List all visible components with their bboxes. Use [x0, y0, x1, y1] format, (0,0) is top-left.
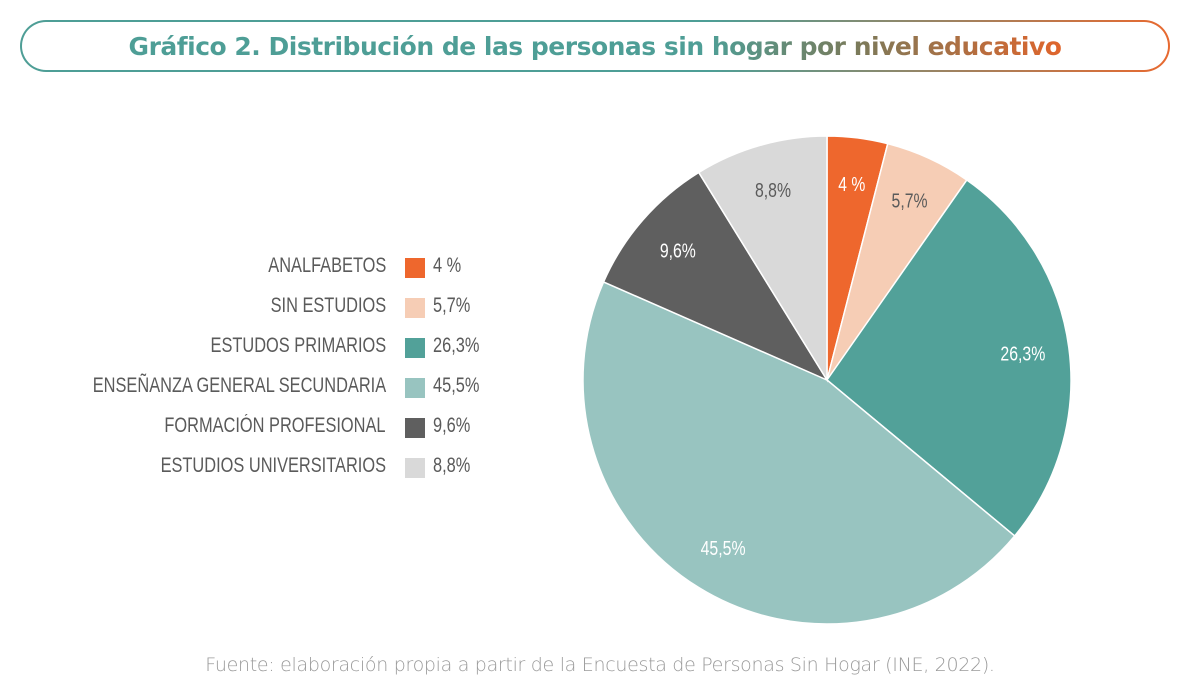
legend-item: ANALFABETOS 4 %	[100, 252, 500, 292]
legend-item: FORMACIÓN PROFESIONAL 9,6%	[100, 412, 500, 452]
legend-swatch	[405, 418, 425, 438]
legend-value: 9,6%	[433, 414, 471, 437]
slice-label: 45,5%	[701, 538, 746, 560]
legend-value: 4 %	[433, 254, 462, 277]
legend-value: 5,7%	[433, 294, 471, 317]
legend-swatch	[405, 298, 425, 318]
legend-label: ESTUDIOS UNIVERSITARIOS	[160, 454, 386, 477]
pie-slice	[582, 280, 1016, 625]
pie-slice	[602, 171, 829, 382]
slice-label: 8,8%	[755, 180, 791, 202]
legend-label: SIN ESTUDIOS	[270, 294, 386, 317]
legend-swatch	[405, 338, 425, 358]
legend-item: SIN ESTUDIOS 5,7%	[100, 292, 500, 332]
pie-slice	[697, 135, 828, 383]
legend-item: ENSEÑANZA GENERAL SECUNDARIA 45,5%	[93, 372, 500, 412]
legend-swatch	[405, 458, 425, 478]
source-note: Fuente: elaboración propia a partir de l…	[205, 654, 995, 676]
legend-swatch	[405, 258, 425, 278]
legend-item: ESTUDIOS UNIVERSITARIOS 8,8%	[100, 452, 500, 492]
legend-label: FORMACIÓN PROFESIONAL	[164, 414, 386, 437]
slice-label: 4 %	[838, 174, 865, 196]
legend-value: 8,8%	[433, 454, 471, 477]
legend: ANALFABETOS 4 % SIN ESTUDIOS 5,7% ESTUDOS …	[93, 252, 500, 492]
legend-label: ANALFABETOS	[267, 254, 386, 277]
legend-item: ESTUDOS PRIMARIOS 26,3%	[100, 332, 500, 372]
pie-slice	[825, 178, 1072, 538]
legend-swatch	[405, 378, 425, 398]
legend-value: 45,5%	[433, 374, 480, 397]
slice-label: 9,6%	[660, 240, 696, 262]
legend-label: ENSEÑANZA GENERAL SECUNDARIA	[92, 374, 386, 397]
legend-value: 26,3%	[433, 334, 480, 357]
legend-label: ESTUDOS PRIMARIOS	[210, 334, 386, 357]
slice-label: 5,7%	[892, 190, 928, 212]
slice-label: 26,3%	[1000, 344, 1045, 366]
title-banner: Gráfico 2. Distribución de las personas …	[20, 20, 1170, 72]
chart-title: Gráfico 2. Distribución de las personas …	[128, 31, 1062, 61]
